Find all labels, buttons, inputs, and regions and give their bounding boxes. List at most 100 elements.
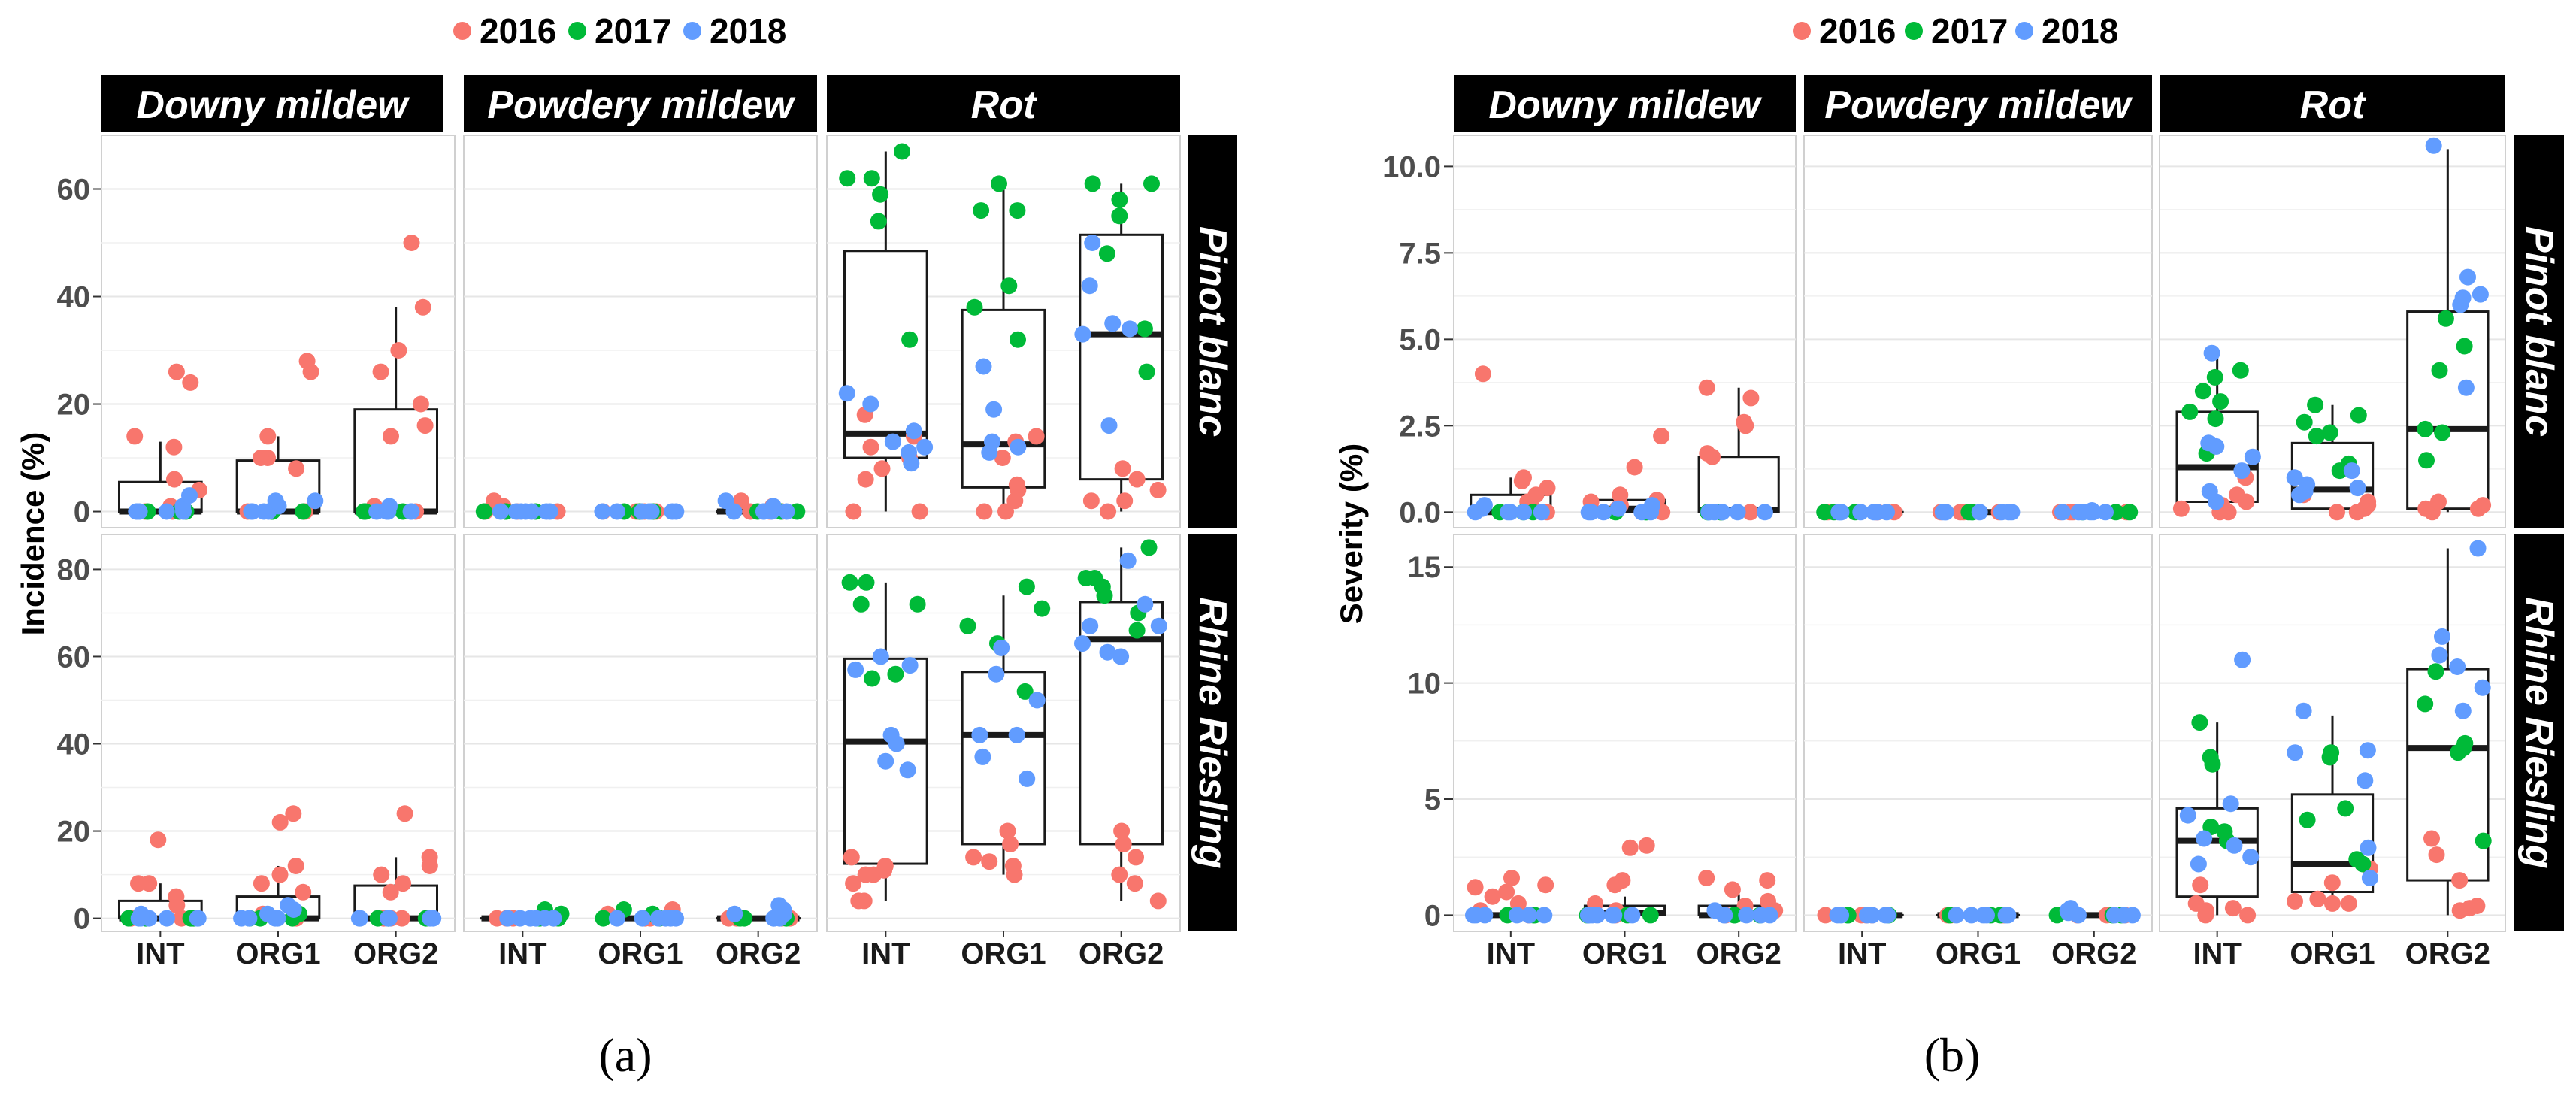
data-point-2016 [1742, 389, 1760, 407]
data-point-2018 [1879, 907, 1896, 924]
legend-b: 2016 2017 2018 [1793, 11, 2118, 50]
data-point-2018 [2449, 658, 2466, 675]
panel-b-pinot-blanc-rot [2159, 135, 2506, 528]
data-point-2018 [2431, 646, 2448, 664]
data-point-2018 [985, 401, 1003, 418]
box-iqr [1079, 233, 1164, 481]
data-point-2018 [717, 492, 734, 510]
x-tick-label-b-powdery-mildew-int: INT [1838, 937, 1886, 970]
data-point-2016 [1128, 471, 1146, 488]
x-tick-label-a-rot-int: INT [861, 937, 910, 970]
x-tick-label-b-rot-int: INT [2193, 937, 2241, 970]
box-int [118, 831, 207, 927]
strip-b-downy-mildew [1454, 75, 1796, 132]
data-point-2018 [2295, 702, 2312, 719]
legend-b-marker-2018 [2015, 22, 2033, 40]
x-tick-label-a-powdery-mildew-int: INT [498, 937, 546, 970]
data-point-2016 [1515, 469, 1532, 486]
data-point-2018 [1476, 497, 1493, 514]
data-point-2016 [857, 471, 874, 488]
data-point-2016 [2239, 907, 2257, 924]
data-point-2016 [981, 853, 998, 870]
data-point-2017 [1642, 907, 1659, 924]
data-point-2018 [2201, 483, 2218, 500]
box-int [2172, 344, 2261, 521]
data-point-2016 [2428, 846, 2445, 864]
data-point-2016 [2324, 895, 2341, 912]
data-point-2016 [2469, 898, 2486, 914]
data-point-2018 [1624, 907, 1641, 924]
data-point-2016 [1100, 503, 1117, 520]
data-point-2018 [726, 905, 743, 922]
x-tick-label-a-rot-org2: ORG2 [1079, 937, 1164, 970]
data-point-2018 [380, 910, 398, 927]
x-tick-label-b-rot-org2: ORG2 [2405, 937, 2490, 970]
data-point-2018 [1878, 504, 1895, 521]
data-point-2016 [1614, 872, 1631, 889]
y-tick-label-a-rhine-riesling-0: 0 [74, 903, 90, 936]
data-point-2018 [838, 385, 855, 402]
data-point-2018 [2425, 137, 2442, 154]
data-point-2016 [1484, 888, 1501, 905]
data-point-2016 [1537, 876, 1554, 894]
data-point-2016 [845, 503, 862, 520]
panel-b-rhine-riesling-powdery-mildew [1803, 534, 2153, 932]
panel-background [463, 135, 818, 528]
data-point-2018 [1010, 438, 1027, 456]
data-point-2018 [2287, 744, 2304, 761]
box-org1 [595, 901, 684, 927]
data-point-2018 [2459, 268, 2476, 286]
data-point-2018 [381, 498, 398, 515]
subfigure-label-b: (b) [1924, 1028, 1981, 1082]
data-point-2017 [2418, 452, 2435, 469]
data-point-2016 [166, 471, 183, 488]
data-point-2017 [2321, 424, 2338, 441]
box-int [2175, 651, 2260, 924]
box-org1 [594, 503, 685, 520]
data-point-2018 [905, 422, 922, 440]
data-point-2018 [2233, 462, 2251, 480]
data-point-2017 [2232, 362, 2249, 379]
data-point-2018 [1604, 907, 1621, 924]
data-point-2018 [129, 503, 146, 520]
data-point-2017 [1084, 175, 1101, 192]
strip-b-pinot-blanc-label: Pinot blanc [2517, 226, 2561, 437]
data-point-2018 [1081, 277, 1098, 295]
box-org2 [1697, 379, 1780, 521]
data-point-2016 [253, 450, 269, 466]
box-iqr [1079, 601, 1164, 846]
box-iqr [2406, 310, 2490, 510]
data-point-2018 [993, 639, 1010, 656]
data-point-2018 [608, 910, 625, 927]
box-org1 [233, 805, 321, 927]
box-org1 [2286, 396, 2377, 521]
data-point-2018 [1588, 907, 1606, 924]
data-point-2017 [2299, 811, 2316, 828]
data-point-2018 [1993, 504, 2010, 521]
data-point-2016 [295, 883, 312, 901]
data-point-2018 [1609, 500, 1627, 517]
data-point-2018 [1119, 552, 1137, 569]
x-tick-label-b-downy-mildew-int: INT [1487, 937, 1535, 970]
data-point-2018 [2062, 900, 2079, 917]
data-point-2016 [1742, 504, 1759, 521]
y-tick-label-a-pinot-blanc-2: 40 [57, 281, 91, 314]
data-point-2018 [608, 503, 625, 520]
data-point-2017 [2350, 407, 2367, 424]
data-point-2018 [2286, 469, 2303, 486]
data-point-2016 [271, 866, 289, 883]
strip-b-powdery-mildew-label: Powdery mildew [1824, 83, 2133, 127]
data-point-2017 [858, 574, 875, 591]
data-point-2017 [2216, 823, 2233, 840]
y-tick-label-a-rhine-riesling-4: 80 [57, 553, 91, 586]
data-point-2018 [1515, 504, 1533, 521]
data-point-2018 [1729, 504, 1746, 521]
data-point-2018 [2222, 795, 2239, 813]
data-point-2017 [863, 170, 880, 187]
data-point-2017 [2202, 749, 2219, 766]
data-point-2016 [1113, 822, 1131, 840]
data-point-2017 [2427, 663, 2444, 680]
data-point-2018 [132, 905, 150, 922]
data-point-2018 [499, 910, 516, 927]
